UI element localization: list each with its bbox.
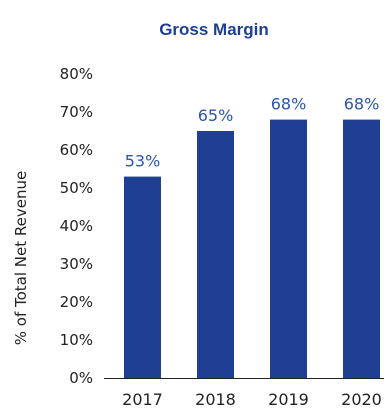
y-axis-label: % of Total Net Revenue [12, 171, 30, 345]
x-tick-label: 2017 [122, 390, 163, 409]
y-tick-label: 0% [69, 369, 93, 387]
data-label-2020: 68% [344, 95, 380, 114]
y-tick-label: 20% [60, 293, 93, 311]
x-axis-ticks: 2017 2018 2019 2020 [122, 390, 382, 409]
y-tick-label: 70% [60, 103, 93, 121]
y-tick-label: 40% [60, 217, 93, 235]
data-label-2018: 65% [198, 106, 234, 125]
data-label-2017: 53% [125, 152, 161, 171]
x-tick-label: 2020 [341, 390, 382, 409]
y-tick-label: 60% [60, 141, 93, 159]
bar-2020 [343, 119, 380, 378]
bar-2019 [270, 119, 307, 378]
y-tick-label: 30% [60, 255, 93, 273]
y-axis-ticks: 0% 10% 20% 30% 40% 50% 60% 70% 80% [60, 65, 93, 387]
y-tick-label: 10% [60, 331, 93, 349]
bars [124, 119, 380, 378]
bar-2018 [197, 131, 234, 378]
y-tick-label: 50% [60, 179, 93, 197]
x-tick-label: 2018 [195, 390, 236, 409]
data-label-2019: 68% [271, 95, 307, 114]
x-tick-label: 2019 [268, 390, 309, 409]
data-labels: 53% 65% 68% 68% [125, 95, 380, 171]
chart-title: Gross Margin [159, 20, 269, 39]
bar-2017 [124, 176, 161, 378]
y-tick-label: 80% [60, 65, 93, 83]
